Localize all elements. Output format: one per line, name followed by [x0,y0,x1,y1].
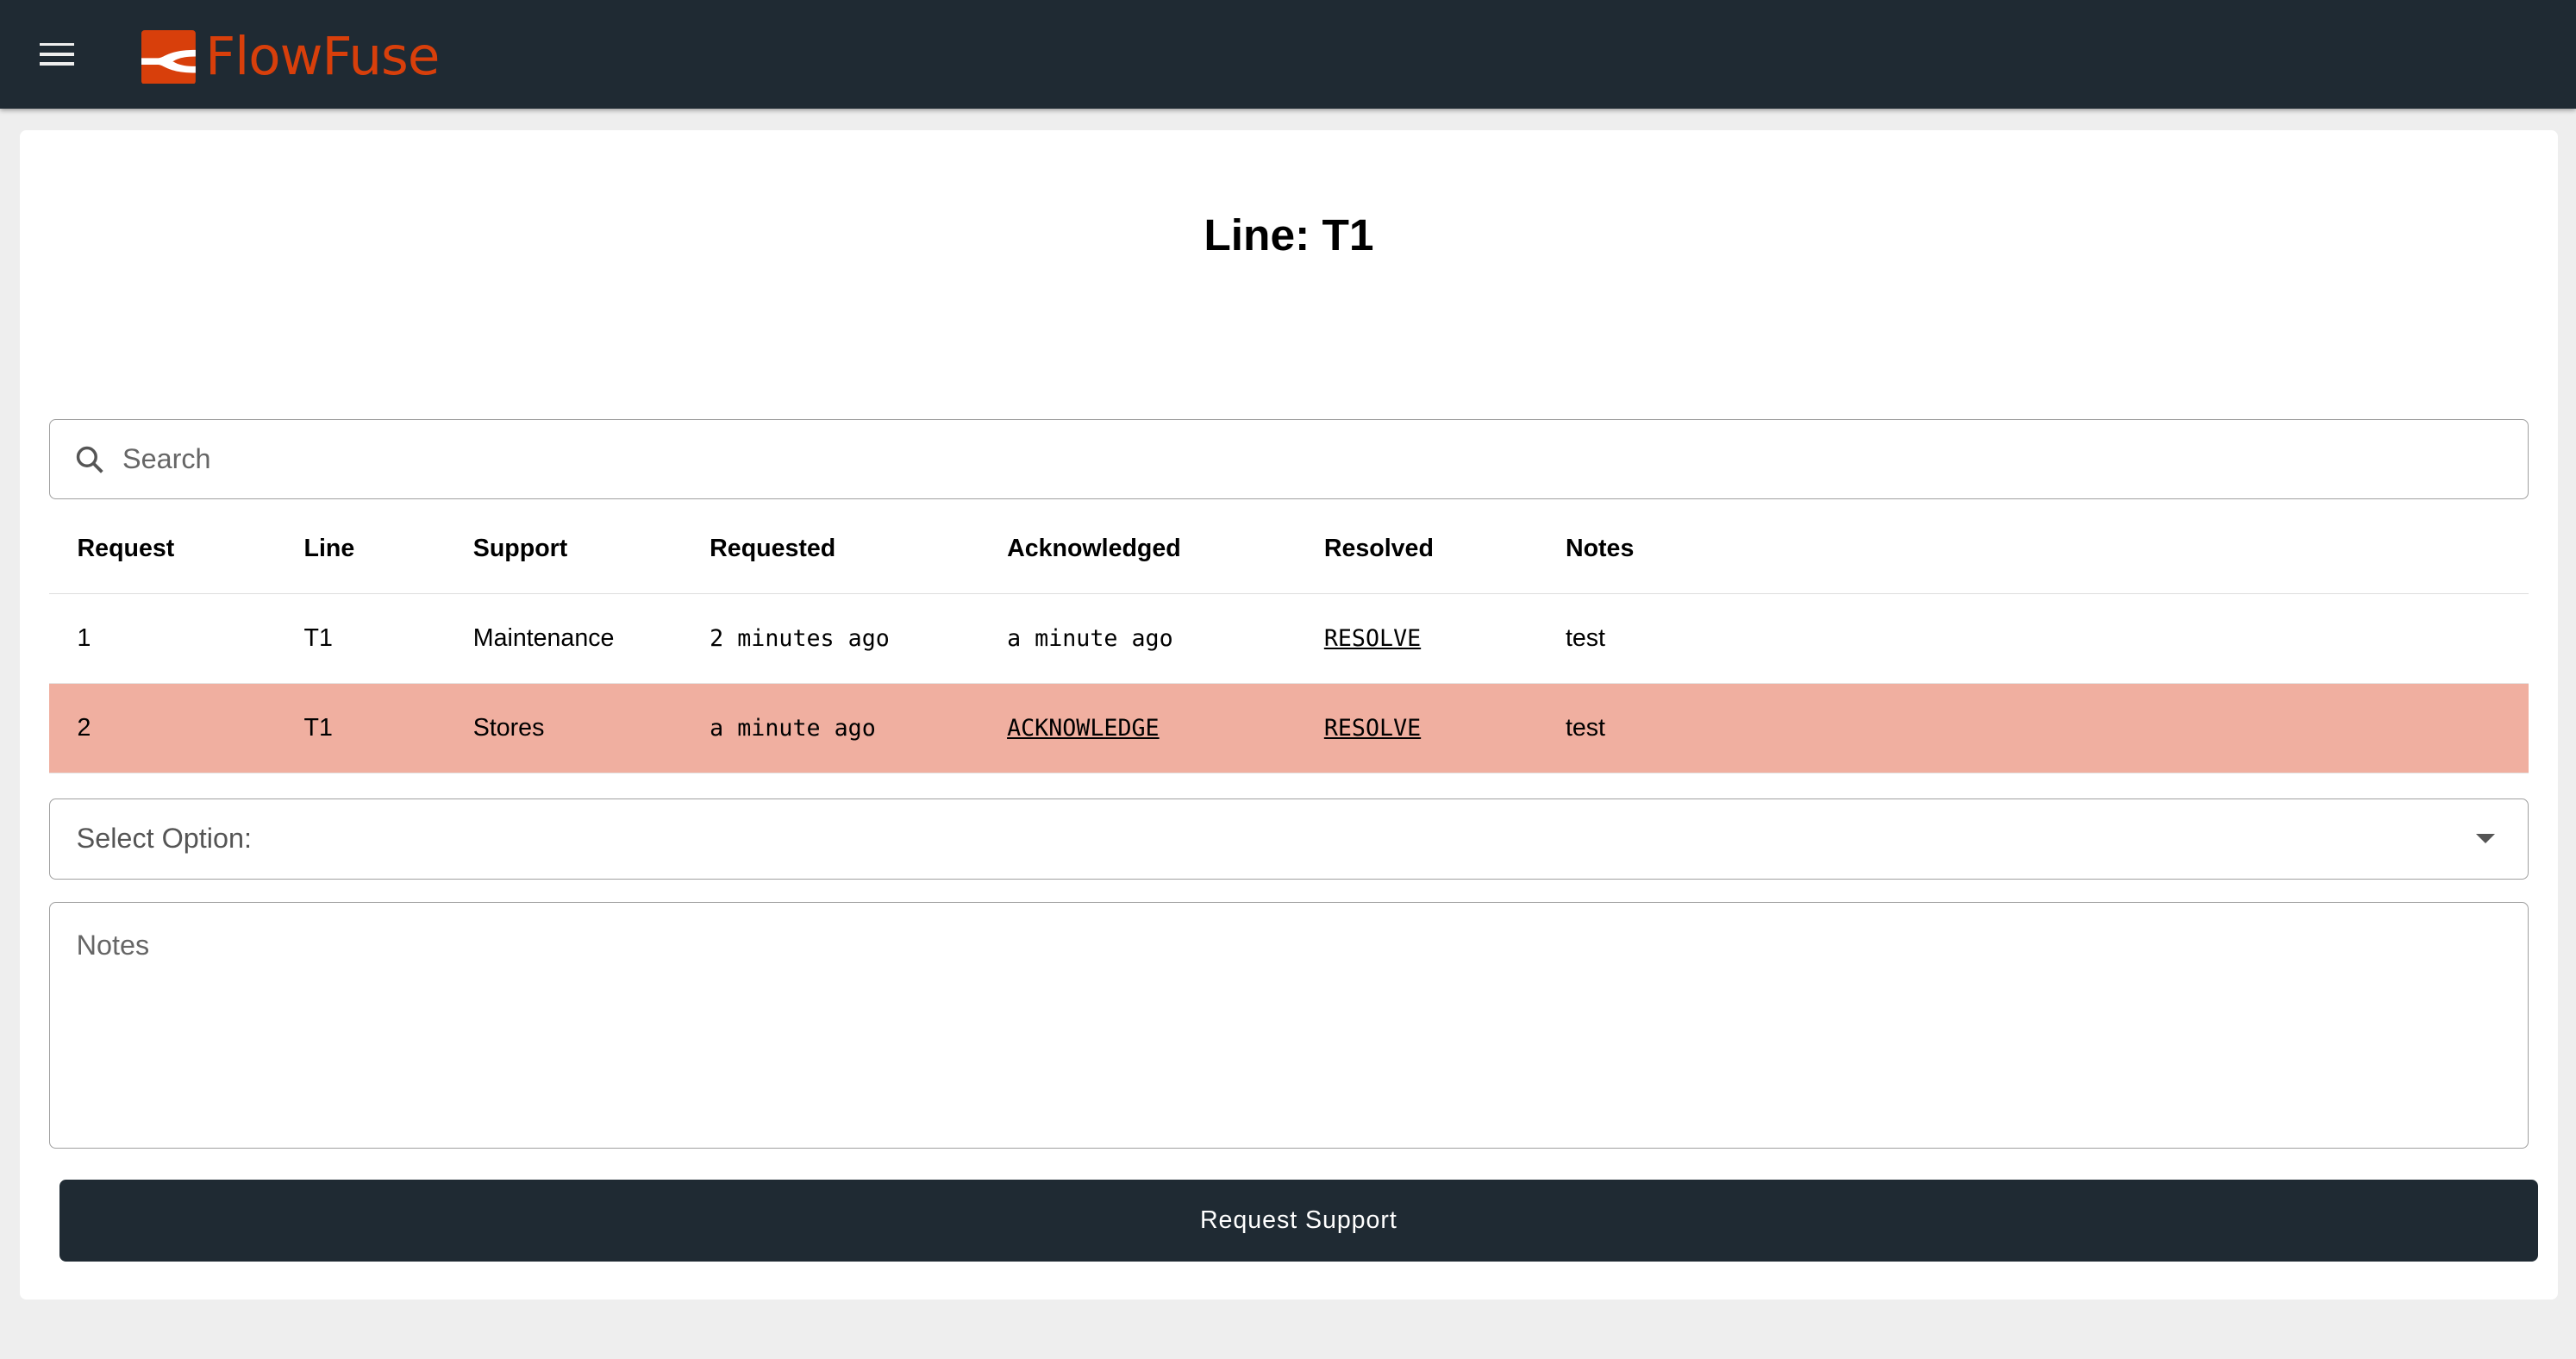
column-header[interactable]: Notes [1537,504,2529,594]
page-title: Line: T1 [1204,210,1374,260]
cell-request: 1 [49,593,277,684]
search-field[interactable] [49,418,2529,500]
top-bar: FlowFuse [0,0,2576,109]
search-icon [76,446,103,473]
cell-requested: 2 minutes ago [681,593,979,684]
request-support-button[interactable]: Request Support [59,1180,2539,1262]
column-header[interactable]: Line [276,504,446,594]
notes-input[interactable] [76,929,2492,1127]
cell-line: T1 [276,593,446,684]
cell-acknowledged: a minute ago [979,593,1297,684]
column-header[interactable]: Acknowledged [979,504,1297,594]
flowfuse-logo-icon [141,29,196,85]
column-header[interactable]: Resolved [1296,504,1538,594]
column-header[interactable]: Request [49,504,277,594]
column-header[interactable]: Support [445,504,682,594]
logo[interactable]: FlowFuse [141,26,440,87]
search-input[interactable] [119,442,2528,478]
cell-notes: test [1537,593,2529,684]
column-header[interactable]: Requested [681,504,979,594]
acknowledge-link[interactable]: ACKNOWLEDGE [1007,714,1160,742]
cell-support: Maintenance [445,593,682,684]
requests-table: Request Line Support Requested Acknowled… [49,504,2529,773]
resolve-link[interactable]: RESOLVE [1323,624,1422,652]
table-row[interactable]: 2 T1 Stores a minute ago ACKNOWLEDGE RES… [49,683,2529,773]
cell-notes: test [1537,683,2529,773]
select-label: Select Option: [76,823,252,855]
cell-requested: a minute ago [681,683,979,773]
support-option-select[interactable]: Select Option: [49,798,2529,880]
table-row[interactable]: 1 T1 Maintenance 2 minutes ago a minute … [49,593,2529,684]
brand-name: FlowFuse [205,26,440,88]
cell-support: Stores [445,683,682,773]
cell-line: T1 [276,683,446,773]
main-card: Line: T1 Request Line Support Requested … [19,129,2558,1300]
cell-request: 2 [49,683,277,773]
hamburger-icon[interactable] [39,42,74,66]
table-header: Request Line Support Requested Acknowled… [49,504,2529,594]
resolve-link[interactable]: RESOLVE [1323,714,1422,742]
notes-field[interactable] [49,902,2529,1149]
chevron-down-icon[interactable] [2475,834,2495,843]
